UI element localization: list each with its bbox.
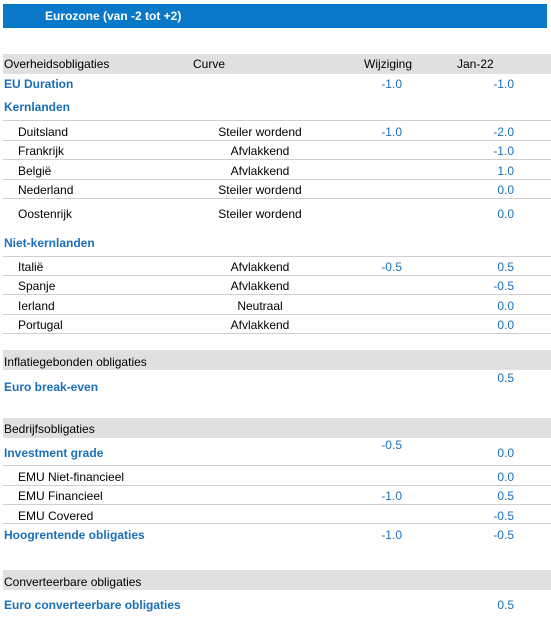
- row-divider: [3, 523, 551, 524]
- kernlanden-label: Kernlanden: [4, 100, 71, 114]
- row-belgie-name: België: [18, 164, 52, 178]
- euro-break-even-value: 0.5: [497, 371, 514, 385]
- row-spanje-curve: Afvlakkend: [230, 279, 290, 293]
- investment-grade-value: 0.0: [497, 446, 514, 460]
- bedrijf-band: [3, 418, 551, 438]
- hoogrentende-label: Hoogrentende obligaties: [4, 528, 145, 542]
- converteerbaar-section-title: Converteerbare obligaties: [4, 575, 142, 589]
- header-overheidsobligaties: Overheidsobligaties: [4, 57, 110, 71]
- row-ierland-value: 0.0: [497, 299, 514, 313]
- title-bar: Eurozone (van -2 tot +2): [3, 4, 547, 28]
- row-italie-curve: Afvlakkend: [230, 260, 290, 274]
- row-divider: [3, 198, 551, 199]
- row-duitsland-name: Duitsland: [18, 125, 69, 139]
- row-ierland-name: Ierland: [18, 299, 55, 313]
- investment-grade-change: -0.5: [381, 438, 402, 452]
- euro-break-even-label: Euro break-even: [4, 380, 99, 394]
- row-italie-value: 0.5: [497, 260, 514, 274]
- row-frankrijk-curve: Afvlakkend: [230, 144, 290, 158]
- row-emu-covered-name: EMU Covered: [18, 509, 94, 523]
- row-portugal-value: 0.0: [497, 318, 514, 332]
- eu-duration-label: EU Duration: [4, 77, 74, 91]
- page-title: Eurozone (van -2 tot +2): [45, 9, 182, 23]
- row-divider: [3, 159, 551, 160]
- row-divider: [3, 120, 551, 121]
- row-emu-covered-value: -0.5: [493, 509, 514, 523]
- hoogrentende-change: -1.0: [381, 528, 402, 542]
- row-oostenrijk-value: 0.0: [497, 207, 514, 221]
- header-jan22: Jan-22: [457, 57, 494, 71]
- row-emu-niet-financieel-name: EMU Niet-financieel: [18, 470, 125, 484]
- row-divider: [3, 179, 551, 180]
- row-emu-financieel-value: 0.5: [497, 489, 514, 503]
- row-spanje-value: -0.5: [493, 279, 514, 293]
- row-italie-name: Italië: [18, 260, 44, 274]
- header-wijziging: Wijziging: [364, 57, 413, 71]
- eu-duration-value: -1.0: [493, 77, 514, 91]
- row-frankrijk-value: -1.0: [493, 144, 514, 158]
- row-oostenrijk-name: Oostenrijk: [18, 207, 73, 221]
- row-divider: [3, 140, 551, 141]
- row-duitsland-change: -1.0: [381, 125, 402, 139]
- row-emu-niet-financieel-value: 0.0: [497, 470, 514, 484]
- row-frankrijk-name: Frankrijk: [18, 144, 65, 158]
- row-duitsland-curve: Steiler wordend: [218, 125, 302, 139]
- row-divider: [3, 504, 551, 505]
- hoogrentende-value: -0.5: [493, 528, 514, 542]
- row-divider: [3, 275, 551, 276]
- row-italie-change: -0.5: [381, 260, 402, 274]
- row-divider: [3, 294, 551, 295]
- row-belgie-curve: Afvlakkend: [230, 164, 290, 178]
- row-ierland-curve: Neutraal: [237, 299, 283, 313]
- row-duitsland-value: -2.0: [493, 125, 514, 139]
- row-portugal-name: Portugal: [18, 318, 63, 332]
- row-emu-financieel-name: EMU Financieel: [18, 489, 103, 503]
- row-nederland-curve: Steiler wordend: [218, 183, 302, 197]
- euro-converteerbare-value: 0.5: [497, 598, 514, 612]
- row-divider: [3, 465, 551, 466]
- row-emu-financieel-change: -1.0: [381, 489, 402, 503]
- header-curve: Curve: [193, 57, 226, 71]
- row-divider: [3, 314, 551, 315]
- inflatie-section-title: Inflatiegebonden obligaties: [4, 355, 147, 369]
- eu-duration-change: -1.0: [381, 77, 402, 91]
- inflatie-band: [3, 350, 551, 370]
- bedrijf-section-title: Bedrijfsobligaties: [4, 422, 95, 436]
- row-divider: [3, 256, 551, 257]
- investment-grade-label: Investment grade: [4, 446, 104, 460]
- niet-kernlanden-label: Niet-kernlanden: [4, 236, 95, 250]
- row-nederland-name: Nederland: [18, 183, 74, 197]
- header-band: [3, 54, 551, 74]
- row-oostenrijk-curve: Steiler wordend: [218, 207, 302, 221]
- row-belgie-value: 1.0: [497, 164, 514, 178]
- row-divider: [3, 333, 551, 334]
- row-nederland-value: 0.0: [497, 183, 514, 197]
- row-divider: [3, 485, 551, 486]
- row-spanje-name: Spanje: [18, 279, 56, 293]
- row-portugal-curve: Afvlakkend: [230, 318, 290, 332]
- converteerbaar-band: [3, 570, 551, 590]
- euro-converteerbare-label: Euro converteerbare obligaties: [4, 598, 181, 612]
